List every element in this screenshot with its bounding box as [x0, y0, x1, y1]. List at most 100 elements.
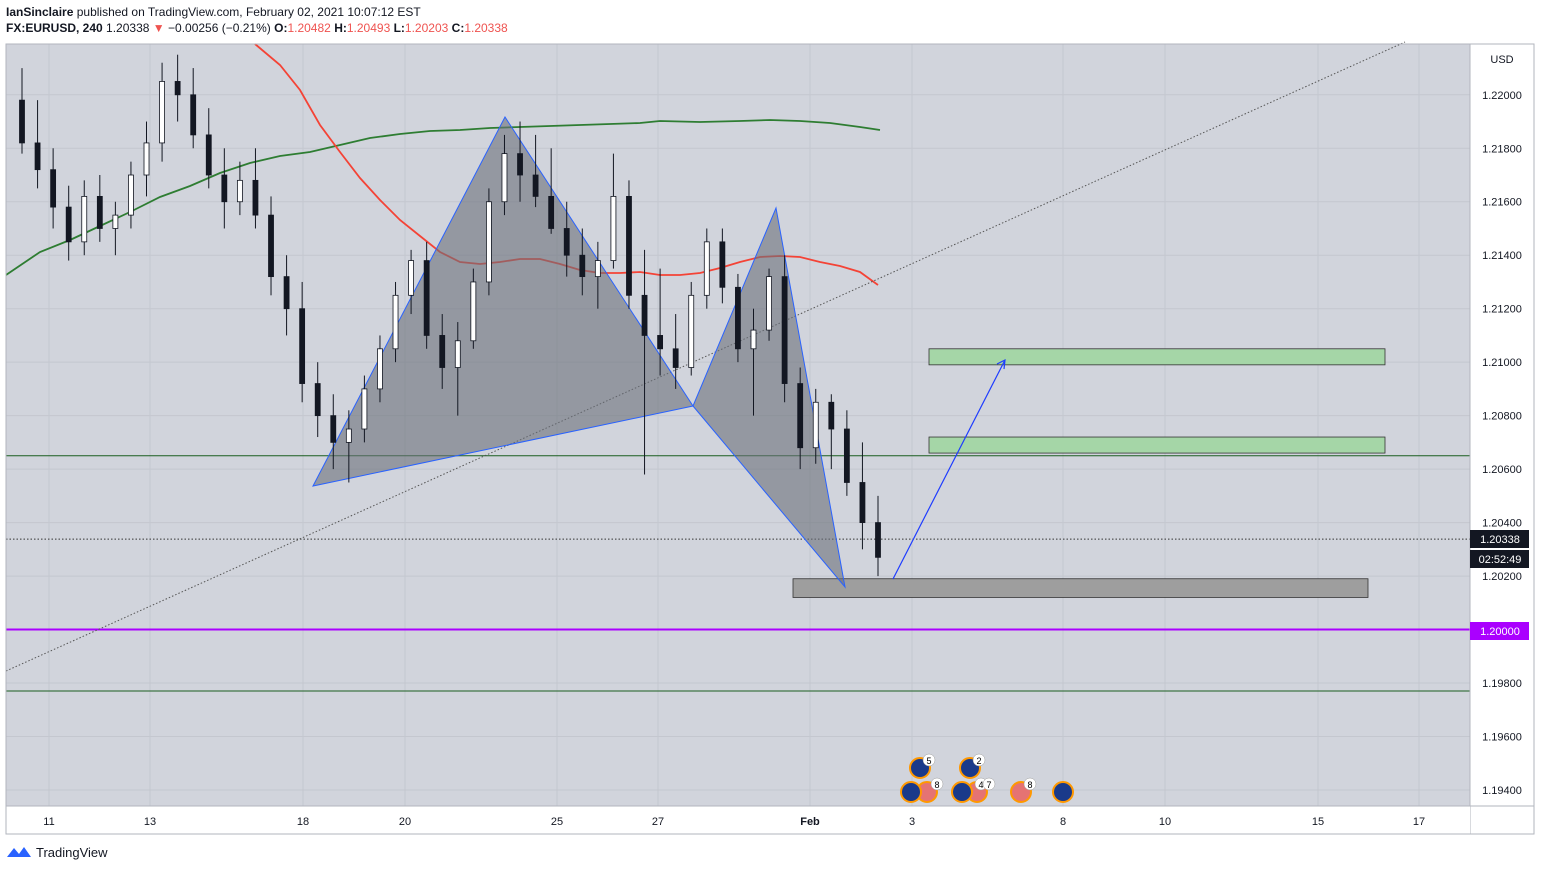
- candle-body: [781, 276, 788, 384]
- candle-body: [268, 214, 274, 278]
- candle-body: [112, 214, 119, 229]
- time-tick-label: 17: [1413, 816, 1425, 828]
- candle-body: [532, 174, 539, 197]
- candlesticks: [19, 54, 881, 577]
- candle-body: [812, 401, 819, 449]
- time-axis[interactable]: [6, 806, 1470, 834]
- candle-body: [610, 195, 617, 261]
- candle-body: [439, 335, 446, 368]
- price-tick-label: 1.20200: [1482, 571, 1522, 583]
- published-text: published on TradingView.com, February 0…: [76, 5, 421, 19]
- author-name[interactable]: IanSinclaire: [6, 5, 74, 19]
- eu-event-icon[interactable]: [1052, 781, 1074, 803]
- candle-body: [548, 195, 555, 229]
- time-tick-label: 8: [1060, 816, 1066, 828]
- candle-body: [579, 254, 586, 278]
- candle-body: [314, 383, 321, 417]
- candle-body: [408, 260, 414, 296]
- candle-body: [766, 276, 772, 331]
- candle-body: [797, 383, 804, 449]
- eu-event-icon[interactable]: [951, 781, 973, 803]
- svg-text:1.20000: 1.20000: [1480, 626, 1520, 638]
- candle-body: [299, 308, 306, 384]
- high-value: 1.20493: [346, 21, 391, 35]
- level-price-tag: 1.20000: [1470, 622, 1529, 640]
- grid: [6, 44, 1470, 806]
- price-tick-label: 1.20400: [1482, 518, 1522, 530]
- time-tick-label: 15: [1312, 816, 1324, 828]
- economic-events[interactable]: 5 2 8 4 7 8: [900, 753, 1074, 803]
- down-arrow-icon: ▼: [152, 21, 165, 35]
- price-tick-label: 1.21800: [1482, 143, 1522, 155]
- chart-frame: [5, 43, 1535, 835]
- target-zone[interactable]: [928, 348, 1386, 366]
- candle-body: [517, 153, 523, 176]
- price-change: −0.00256 (−0.21%): [168, 21, 271, 35]
- target-zone[interactable]: [792, 578, 1369, 598]
- candle-body: [750, 329, 757, 350]
- close-value: 1.20338: [464, 21, 508, 35]
- event-count-text: 4: [978, 780, 983, 790]
- svg-text:02:52:49: 02:52:49: [1479, 554, 1522, 566]
- candle-body: [672, 348, 679, 368]
- candle-body: [345, 428, 352, 443]
- time-tick-label: 18: [297, 816, 309, 828]
- open-value: 1.20482: [287, 21, 331, 35]
- price-tick-label: 1.21200: [1482, 304, 1522, 316]
- candle-body: [392, 294, 399, 350]
- candle-body: [688, 294, 695, 368]
- candle-body: [563, 228, 570, 256]
- candle-body: [423, 260, 430, 336]
- event-count-text: 8: [934, 780, 939, 790]
- candle-body: [703, 241, 710, 296]
- price-tick-label: 1.19600: [1482, 731, 1522, 743]
- candle-body: [174, 81, 181, 96]
- tradingview-logo-icon: [7, 847, 31, 857]
- chart-header: IanSinclaire published on TradingView.co…: [6, 4, 508, 36]
- candle-body: [81, 195, 88, 243]
- target-zone[interactable]: [928, 436, 1386, 454]
- price-tick-label: 1.20600: [1482, 464, 1522, 476]
- high-label: H:: [334, 21, 347, 35]
- candle-body: [65, 206, 72, 243]
- symbol-legend: FX:EURUSD, 240 1.20338 ▼ −0.00256 (−0.21…: [6, 20, 508, 36]
- price-axis-ticks: 1.22000 1.21800 1.21600 1.21400 1.21200 1.210…: [1482, 90, 1522, 797]
- price-tick-label: 1.22000: [1482, 90, 1522, 102]
- symbol-name[interactable]: FX:EURUSD, 240: [6, 21, 103, 35]
- event-count-text: 2: [976, 756, 981, 766]
- event-count-badge: [922, 753, 936, 767]
- eu-event-icon[interactable]: [900, 781, 922, 803]
- tradingview-logo[interactable]: TradingView: [6, 844, 108, 860]
- time-tick-label: 27: [652, 816, 664, 828]
- candle-body: [843, 428, 850, 483]
- event-count-badge: [930, 777, 944, 791]
- price-tick-label: 1.19400: [1482, 785, 1522, 797]
- price-tick-label: 1.19800: [1482, 678, 1522, 690]
- candle-body: [486, 201, 492, 283]
- low-label: L:: [393, 21, 405, 35]
- event-count-text: 7: [986, 780, 991, 790]
- event-count-badge: [972, 753, 986, 767]
- price-tick-label: 1.21400: [1482, 250, 1522, 262]
- candle-body: [501, 153, 508, 203]
- candle-body: [128, 174, 134, 216]
- price-tick-label: 1.21600: [1482, 197, 1522, 209]
- green-moving-average-line: [5, 119, 881, 276]
- candle-body: [454, 340, 461, 368]
- candle-body: [875, 522, 881, 558]
- candle-body: [377, 348, 383, 390]
- price-axis[interactable]: [1470, 44, 1534, 834]
- time-tick-label: 11: [43, 816, 54, 828]
- time-tick-label: 13: [144, 816, 156, 828]
- candle-body: [859, 482, 866, 523]
- trend-line: [5, 41, 1406, 672]
- candle-body: [190, 94, 197, 136]
- target-zones: [792, 348, 1386, 598]
- time-axis-ticks: 11 13 18 20 25 27 Feb 3 8 10 15 17: [43, 816, 1425, 828]
- time-tick-label: Feb: [800, 816, 820, 828]
- candle-body: [735, 286, 741, 350]
- currency-label: USD: [1490, 54, 1513, 66]
- candle-body: [283, 276, 290, 310]
- candle-body: [159, 81, 165, 144]
